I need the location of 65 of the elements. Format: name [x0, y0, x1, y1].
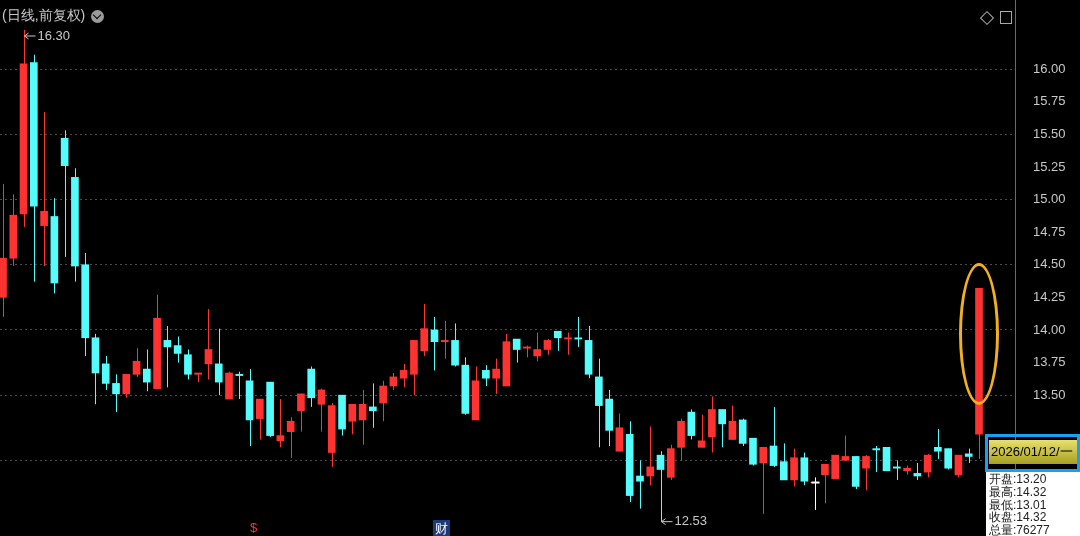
y-tick-label: 15.00 — [1033, 191, 1066, 207]
candlestick — [173, 335, 182, 364]
candlestick — [184, 349, 192, 380]
text: (日线,前复权) — [2, 7, 86, 25]
candlestick — [214, 328, 223, 396]
candlestick — [143, 349, 151, 392]
candlestick — [297, 393, 305, 433]
y-tick-label: 14.50 — [1033, 256, 1066, 272]
candlestick — [892, 459, 901, 481]
y-tick-label: 14.25 — [1033, 288, 1066, 304]
candlestick — [379, 380, 387, 422]
y-tick-label: 15.25 — [1033, 158, 1066, 174]
candlestick — [348, 403, 357, 435]
candlestick — [358, 389, 367, 446]
candlestick — [841, 435, 850, 461]
candlestick — [574, 316, 583, 348]
candlestick — [790, 448, 798, 487]
candlestick — [718, 409, 726, 448]
candlestick — [204, 308, 213, 380]
candlestick — [122, 373, 131, 399]
annotation: 财 — [433, 520, 450, 536]
candlestick — [492, 358, 500, 395]
candlestick — [656, 450, 665, 523]
y-tick-label: 13.50 — [1033, 386, 1066, 402]
candlestick — [235, 371, 244, 400]
annotation: 16.30 — [37, 27, 71, 43]
candlestick — [317, 388, 326, 433]
candlestick — [564, 332, 572, 356]
candlestick — [533, 332, 542, 362]
candlestick — [482, 364, 490, 387]
candlestick — [872, 445, 881, 473]
candlestick — [512, 338, 521, 364]
y-tick-label: 16.00 — [1033, 60, 1066, 76]
y-tick-label: 15.75 — [1033, 93, 1066, 109]
candlestick — [728, 405, 737, 440]
info-panel: 开盘:13.20 最高:14.32 最低:13.01 收盘:14.32 总量:76277 — [986, 472, 1080, 536]
candlestick — [256, 398, 264, 440]
candlestick — [553, 330, 562, 352]
candlestick — [101, 355, 110, 391]
y-tick-label: 13.75 — [1033, 354, 1066, 370]
candlestick — [646, 425, 655, 486]
y-tick-label: 14.00 — [1033, 321, 1066, 337]
candlestick — [420, 303, 429, 357]
candlestick — [276, 398, 285, 448]
candlestick — [759, 446, 768, 515]
candlestick — [40, 111, 48, 267]
annotation: $ — [249, 520, 259, 535]
candlestick — [440, 320, 449, 360]
candlestick — [934, 428, 942, 460]
candlestick — [862, 454, 870, 491]
candlestick — [112, 373, 120, 413]
annotation: 12.53 — [674, 513, 708, 529]
y-tick-label: 14.75 — [1033, 223, 1066, 239]
candlestick — [636, 459, 644, 510]
y-tick-label: 15.50 — [1033, 125, 1066, 141]
candlestick — [821, 463, 829, 504]
candlestick — [779, 442, 788, 481]
candlestick — [369, 382, 377, 429]
candlestick — [399, 363, 408, 388]
text: 2026/01/12/一 — [989, 440, 1077, 464]
candlestick — [954, 454, 963, 478]
candlestick — [697, 414, 706, 448]
candlestick — [769, 406, 778, 468]
candlestick — [132, 347, 141, 378]
candlestick — [286, 416, 295, 459]
